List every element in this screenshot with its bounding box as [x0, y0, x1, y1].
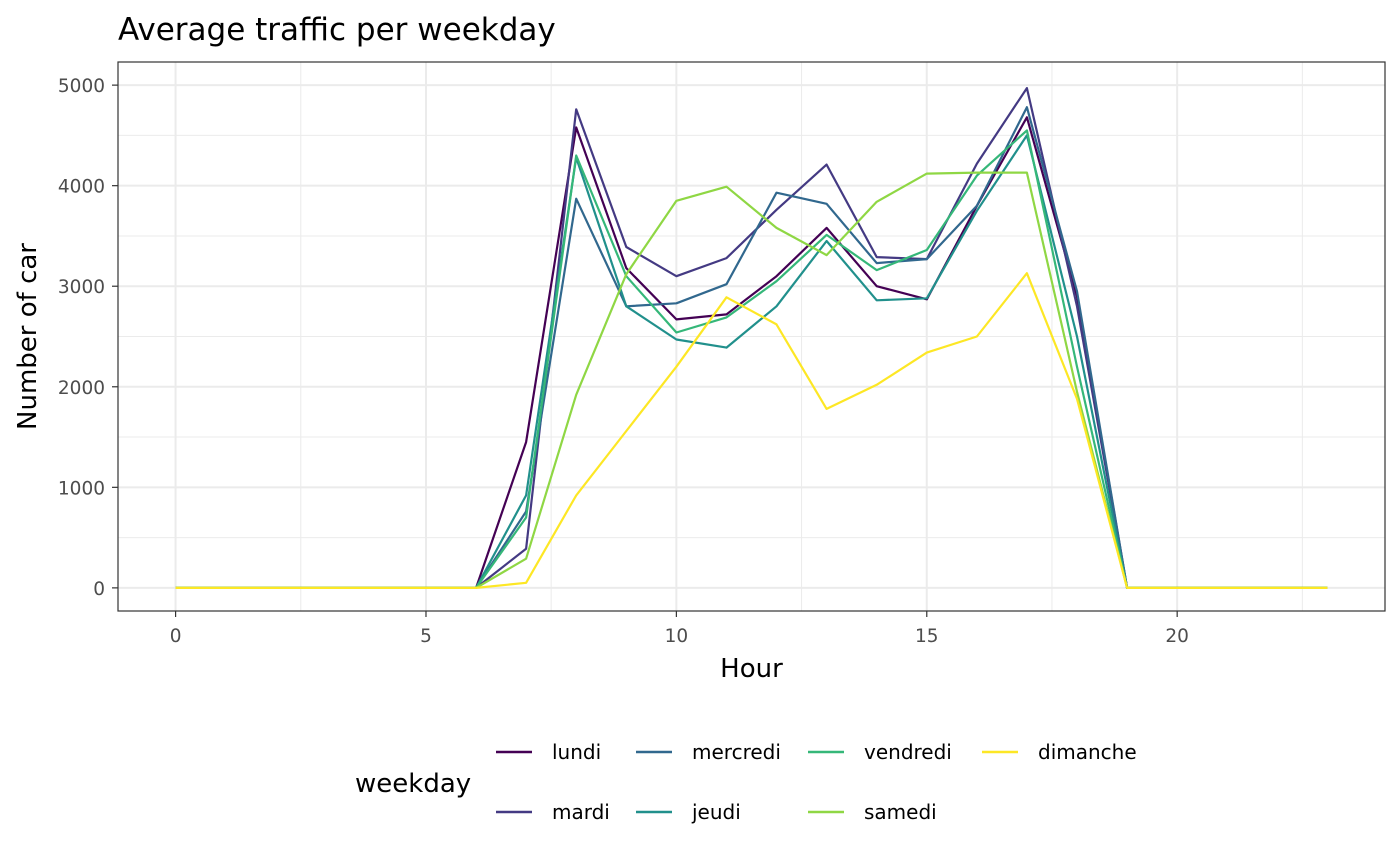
y-tick-label: 2000 — [58, 378, 105, 399]
x-tick-label: 10 — [665, 626, 689, 647]
y-tick-label: 5000 — [58, 76, 105, 97]
x-tick-label: 20 — [1165, 626, 1189, 647]
y-tick-label: 4000 — [58, 177, 105, 198]
x-tick-label: 15 — [915, 626, 939, 647]
legend-label-samedi: samedi — [864, 800, 937, 824]
legend: weekday lundi mercredi vendredi dimanche mar… — [355, 740, 1137, 824]
x-tick-label: 0 — [170, 626, 182, 647]
plot-panel: 0 5 10 15 20 0 1000 2000 3000 4000 5000 — [58, 61, 1386, 647]
legend-title: weekday — [355, 769, 471, 799]
y-axis-title: Number of car — [13, 243, 43, 430]
legend-label-jeudi: jeudi — [691, 800, 741, 824]
y-tick-label: 1000 — [58, 478, 105, 499]
y-tick-label: 3000 — [58, 277, 105, 298]
series-line-dimanche — [175, 272, 1328, 590]
panel-border — [117, 61, 1386, 612]
legend-label-mercredi: mercredi — [692, 740, 781, 764]
legend-label-vendredi: vendredi — [864, 740, 952, 764]
y-tick-label: 0 — [93, 579, 105, 600]
x-axis-title: Hour — [720, 654, 783, 684]
chart-title: Average traffic per weekday — [118, 12, 556, 48]
legend-label-dimanche: dimanche — [1038, 740, 1137, 764]
legend-label-lundi: lundi — [552, 740, 601, 764]
x-tick-label: 5 — [420, 626, 432, 647]
legend-label-mardi: mardi — [552, 800, 610, 824]
